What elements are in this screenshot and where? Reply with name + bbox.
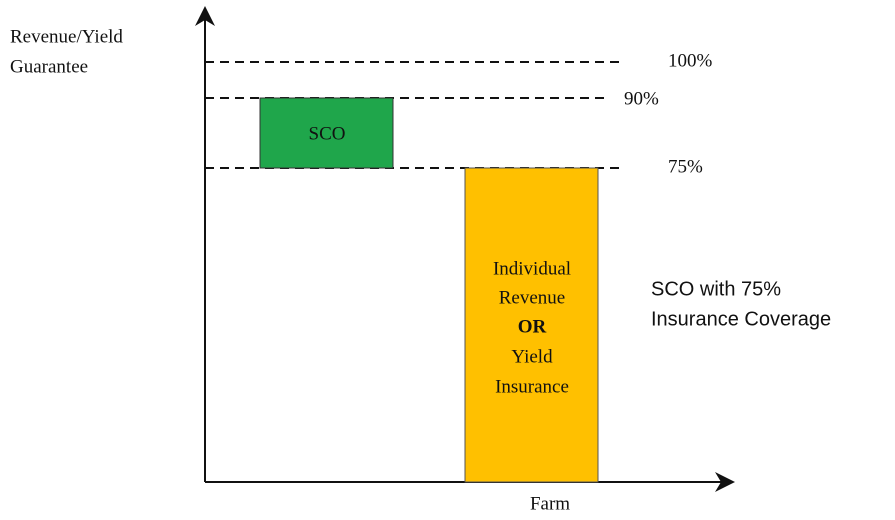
sco-label: SCO [309,123,346,144]
caption: SCO with 75% [651,278,781,300]
x-axis-label: Farm [530,493,570,514]
base-label: Individual [493,258,571,279]
base-label: Insurance [495,376,569,397]
level-label: 75% [668,156,703,177]
base-label: OR [518,316,547,337]
level-label: 100% [668,50,713,71]
base-box [464,167,599,483]
y-axis-label: Revenue/Yield [10,26,123,47]
level-label: 90% [624,88,659,109]
y-axis-label: Guarantee [10,56,88,77]
sco-box [259,97,394,169]
base-label: Yield [511,346,553,367]
base-label: Revenue [499,287,565,308]
caption: Insurance Coverage [651,308,831,330]
